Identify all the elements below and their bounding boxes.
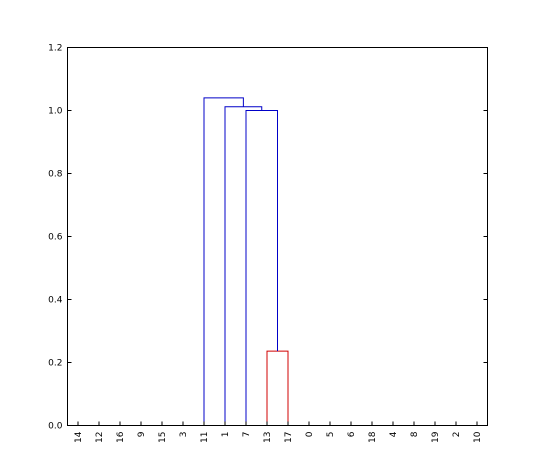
x-tick-label-5: 3 xyxy=(179,432,189,438)
dendrogram-links xyxy=(203,97,289,426)
y-tick-label-1: 0.2 xyxy=(48,359,62,369)
y-axis: 0.0 0.2 0.4 0.6 0.8 1.0 1.2 xyxy=(48,44,488,432)
y-tick-label-2: 0.4 xyxy=(48,296,63,306)
x-tick-label-3: 9 xyxy=(137,431,147,437)
y-tick-label-6: 1.2 xyxy=(48,44,62,54)
x-tick-label-16: 8 xyxy=(410,431,420,437)
x-tick-label-0: 14 xyxy=(74,431,84,443)
x-tick-label-2: 16 xyxy=(116,431,126,443)
x-tick-label-12: 5 xyxy=(326,432,336,438)
y-tick-label-4: 0.8 xyxy=(48,170,63,180)
x-tick-label-1: 12 xyxy=(95,432,105,443)
dendrogram-link-4 xyxy=(203,97,244,426)
x-tick-label-15: 4 xyxy=(389,431,399,437)
dendrogram-link-2 xyxy=(245,110,278,426)
x-tick-label-18: 2 xyxy=(452,432,462,438)
y-tick-label-3: 0.6 xyxy=(48,233,63,243)
x-tick-label-19: 10 xyxy=(473,431,483,443)
dendrogram-link-0 xyxy=(266,350,289,426)
x-axis: 14 12 16 9 15 3 11 1 7 13 17 0 5 6 18 4 8 19 2 10 xyxy=(74,421,483,443)
x-tick-label-17: 19 xyxy=(431,431,441,443)
dendrogram-link-3 xyxy=(224,106,263,426)
x-tick-label-9: 13 xyxy=(263,432,273,443)
x-tick-label-13: 6 xyxy=(347,431,357,437)
x-tick-label-14: 18 xyxy=(368,431,378,443)
x-tick-label-7: 1 xyxy=(221,432,231,438)
x-tick-label-11: 0 xyxy=(305,431,315,437)
y-tick-label-0: 0.0 xyxy=(48,422,63,432)
x-tick-label-8: 7 xyxy=(242,432,252,438)
x-tick-label-6: 11 xyxy=(200,432,210,443)
x-tick-label-4: 15 xyxy=(158,432,168,443)
x-tick-label-10: 17 xyxy=(284,432,294,443)
y-tick-label-5: 1.0 xyxy=(48,107,63,117)
